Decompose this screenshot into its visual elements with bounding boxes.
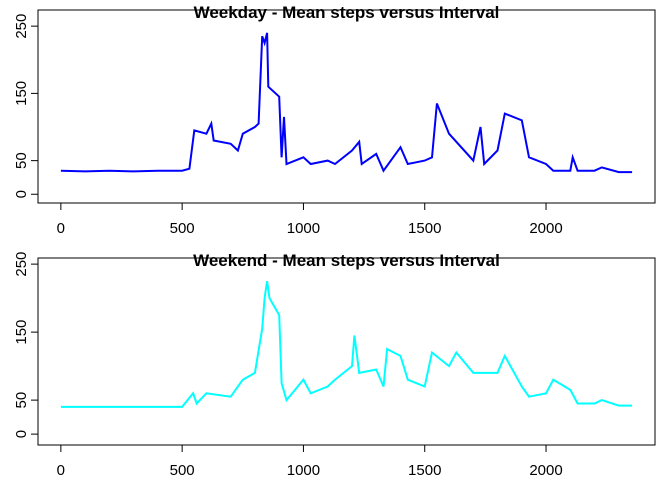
- plot-frame: [37, 9, 656, 204]
- x-tick-label: 1000: [287, 462, 320, 479]
- x-tick-label: 1500: [408, 220, 441, 237]
- plot-frame: [37, 257, 656, 446]
- y-tick-label: 50: [13, 392, 30, 409]
- x-tick-label: 500: [170, 462, 195, 479]
- x-tick-label: 0: [57, 220, 65, 237]
- x-tick-label: 500: [170, 220, 195, 237]
- chart-title: Weekend - Mean steps versus Interval: [193, 251, 500, 270]
- y-tick-label: 250: [13, 14, 30, 39]
- chart-title: Weekday - Mean steps versus Interval: [194, 3, 500, 22]
- y-tick-label: 0: [13, 430, 30, 438]
- data-line: [60, 280, 633, 408]
- x-tick-label: 0: [57, 462, 65, 479]
- data-line: [60, 32, 633, 174]
- x-tick-label: 2000: [529, 462, 562, 479]
- x-tick-label: 1500: [408, 462, 441, 479]
- x-tick-label: 2000: [529, 220, 562, 237]
- y-tick-label: 150: [13, 320, 30, 345]
- y-tick-label: 0: [13, 190, 30, 198]
- y-tick-label: 250: [13, 252, 30, 277]
- x-tick-label: 1000: [287, 220, 320, 237]
- y-tick-label: 150: [13, 81, 30, 106]
- y-tick-label: 50: [13, 152, 30, 169]
